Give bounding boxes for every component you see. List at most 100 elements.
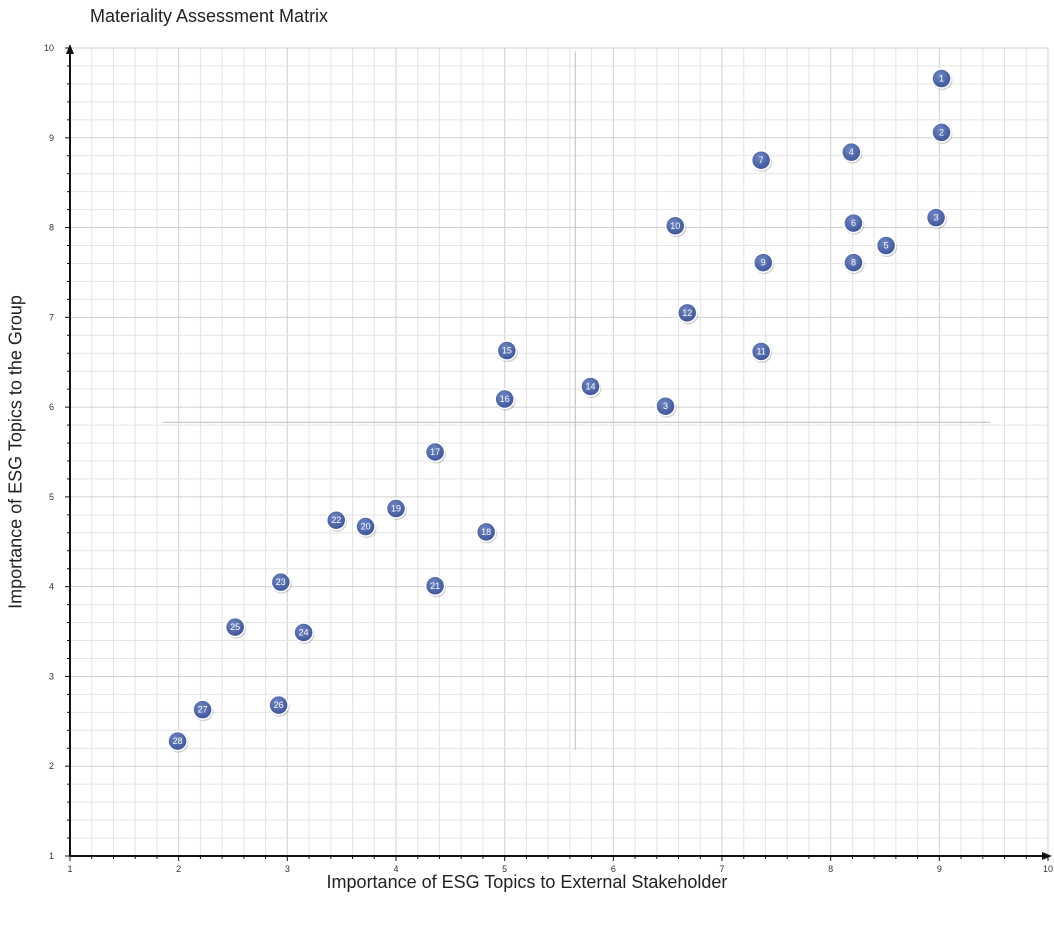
point-label: 3 <box>663 401 668 411</box>
point-marker <box>750 149 772 171</box>
y-tick-label: 6 <box>49 402 54 412</box>
point-marker <box>424 575 446 597</box>
point-label: 17 <box>430 447 440 457</box>
point-marker <box>931 122 952 143</box>
x-tick-label: 6 <box>611 864 616 874</box>
point-label: 3 <box>934 213 939 223</box>
point-marker <box>875 235 897 256</box>
point-label: 10 <box>670 221 680 231</box>
point-label: 26 <box>274 700 284 710</box>
point-label: 23 <box>276 577 286 587</box>
y-tick-label: 2 <box>49 761 54 771</box>
point-label: 5 <box>884 241 889 251</box>
data-point-17: 17 <box>424 441 447 464</box>
point-label: 15 <box>502 346 512 356</box>
data-point-25: 25 <box>224 616 247 639</box>
point-marker <box>496 340 518 361</box>
x-tick-label: 7 <box>719 864 724 874</box>
data-point-20: 20 <box>355 516 377 539</box>
point-marker <box>293 622 314 643</box>
point-label: 18 <box>481 527 491 537</box>
point-marker <box>270 571 292 593</box>
data-point-15: 15 <box>496 340 518 363</box>
y-tick-label: 1 <box>49 851 54 861</box>
data-point-22: 22 <box>325 509 348 532</box>
point-label: 19 <box>391 504 401 514</box>
point-marker <box>325 509 347 531</box>
point-marker <box>224 616 246 638</box>
x-axis-label: Importance of ESG Topics to External Sta… <box>326 872 728 892</box>
data-point-12: 12 <box>676 302 699 325</box>
data-point-26: 26 <box>268 694 290 717</box>
x-tick-label: 8 <box>828 864 833 874</box>
point-label: 6 <box>851 218 856 228</box>
data-point-8: 8 <box>843 252 865 275</box>
point-marker <box>750 341 772 362</box>
point-label: 27 <box>198 705 208 715</box>
data-point-1: 1 <box>931 68 953 91</box>
point-marker <box>268 694 289 716</box>
x-tick-label: 3 <box>285 864 290 874</box>
x-tick-label: 1 <box>67 864 72 874</box>
point-marker <box>843 252 864 273</box>
point-label: 8 <box>851 258 856 268</box>
y-tick-label: 8 <box>49 223 54 233</box>
data-point-27: 27 <box>192 699 214 722</box>
data-point-16: 16 <box>494 388 516 411</box>
y-tick-label: 10 <box>44 43 54 53</box>
y-axis-arrow <box>66 44 74 54</box>
point-label: 21 <box>430 581 440 591</box>
point-label: 28 <box>173 736 183 746</box>
data-point-23: 23 <box>270 571 292 594</box>
data-point-5: 5 <box>875 235 898 258</box>
data-point-21: 21 <box>424 575 447 598</box>
data-point-14: 14 <box>580 376 602 398</box>
point-label: 1 <box>939 74 944 84</box>
point-label: 22 <box>331 515 341 525</box>
data-point-11: 11 <box>750 341 773 363</box>
data-point-2: 2 <box>931 122 953 144</box>
y-tick-label: 9 <box>49 133 54 143</box>
x-tick-label: 2 <box>176 864 181 874</box>
point-marker <box>385 498 407 519</box>
point-label: 20 <box>361 522 371 532</box>
data-point-24: 24 <box>293 622 315 644</box>
point-label: 12 <box>682 308 692 318</box>
data-point-6: 6 <box>843 212 865 235</box>
data-point-19: 19 <box>385 498 407 521</box>
point-marker <box>494 388 515 410</box>
data-point-4: 4 <box>841 141 863 164</box>
data-point-9: 9 <box>753 252 775 275</box>
point-marker <box>355 516 376 537</box>
data-point-3: 3 <box>655 395 677 418</box>
point-label: 7 <box>759 155 764 165</box>
x-tick-label: 4 <box>393 864 398 874</box>
data-point-7: 7 <box>750 149 773 172</box>
point-marker <box>192 699 213 720</box>
point-label: 16 <box>500 394 510 404</box>
y-tick-label: 5 <box>49 492 54 502</box>
point-label: 9 <box>761 258 766 268</box>
axes <box>65 44 1052 861</box>
point-marker <box>475 521 497 543</box>
data-point-10: 10 <box>665 215 687 238</box>
point-marker <box>753 252 774 273</box>
data-points: 1234567891011123141516171819202122232425… <box>167 68 953 753</box>
x-tick-label: 9 <box>937 864 942 874</box>
point-label: 11 <box>756 346 765 356</box>
point-marker <box>655 395 676 417</box>
point-label: 2 <box>939 127 944 137</box>
x-axis-arrow <box>1042 852 1052 860</box>
point-marker <box>843 212 864 234</box>
y-tick-label: 7 <box>49 312 54 322</box>
point-marker <box>424 441 446 463</box>
y-tick-label: 3 <box>49 671 54 681</box>
x-tick-label: 10 <box>1043 864 1053 874</box>
data-point-28: 28 <box>167 730 189 753</box>
data-point-3: 3 <box>925 207 948 230</box>
point-marker <box>841 141 862 163</box>
point-marker <box>925 207 947 228</box>
point-marker <box>931 68 952 89</box>
